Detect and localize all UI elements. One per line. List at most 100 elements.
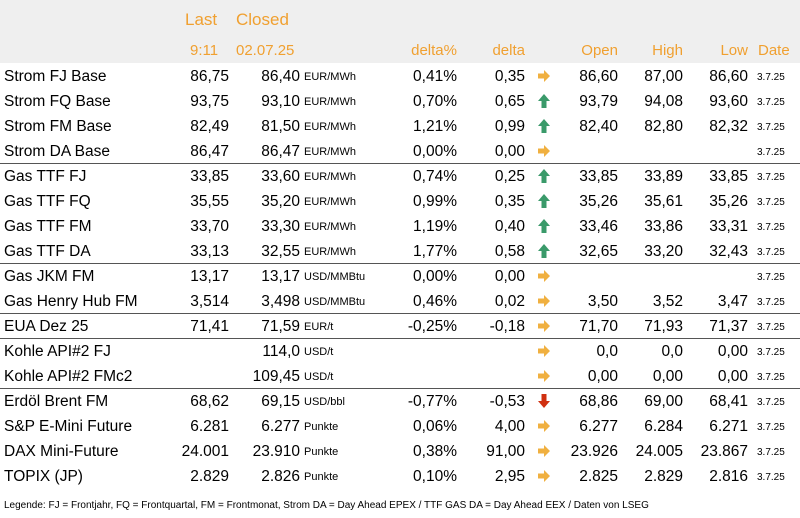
- row-name: Gas TTF FQ: [4, 193, 91, 210]
- row-delta-pct: 1,21%: [413, 118, 457, 135]
- row-delta-pct: 0,10%: [413, 468, 457, 485]
- table-row: Strom DA Base 86,47 86,47 EUR/MWh 0,00% 0,00 3…: [0, 139, 800, 164]
- row-last: 13,17: [190, 268, 229, 285]
- row-unit: USD/MMBtu: [304, 296, 366, 308]
- row-name: Erdöl Brent FM: [4, 393, 109, 410]
- row-high: 3,52: [652, 293, 683, 310]
- row-delta-pct: 0,99%: [413, 193, 457, 210]
- row-high: 69,00: [644, 393, 683, 410]
- table-row: EUA Dez 25 71,41 71,59 EUR/t -0,25% -0,18 71,7…: [0, 313, 800, 339]
- row-name: DAX Mini-Future: [4, 443, 119, 460]
- row-date: 3.7.25: [757, 422, 785, 433]
- row-delta: 0,58: [494, 243, 525, 260]
- row-open: 71,70: [579, 318, 618, 335]
- row-delta: 2,95: [494, 468, 525, 485]
- row-low: 35,26: [709, 193, 748, 210]
- row-closed: 3,498: [261, 293, 300, 310]
- row-date: 3.7.25: [757, 172, 785, 183]
- row-date: 3.7.25: [757, 447, 785, 458]
- row-closed: 86,47: [261, 143, 300, 160]
- row-name: Gas TTF FM: [4, 218, 92, 235]
- table-row: Gas TTF FJ 33,85 33,60 EUR/MWh 0,74% 0,25 33,8…: [0, 163, 800, 189]
- arrow-right-icon: [537, 368, 551, 384]
- row-unit: EUR/MWh: [304, 71, 356, 83]
- row-low: 2.816: [709, 468, 748, 485]
- arrow-up-icon: [537, 118, 551, 134]
- row-name: Kohle API#2 FJ: [4, 343, 111, 360]
- row-high: 33,86: [644, 218, 683, 235]
- row-low: 33,85: [709, 168, 748, 185]
- row-unit: Punkte: [304, 446, 339, 458]
- row-delta: 4,00: [494, 418, 525, 435]
- row-delta: -0,18: [489, 318, 525, 335]
- row-name: S&P E-Mini Future: [4, 418, 133, 435]
- row-delta-pct: 0,41%: [413, 68, 457, 85]
- row-low: 0,00: [717, 368, 748, 385]
- table-row: Gas JKM FM 13,17 13,17 USD/MMBtu 0,00% 0,00 3.…: [0, 263, 800, 289]
- row-delta-pct: 0,38%: [413, 443, 457, 460]
- row-high: 94,08: [644, 93, 683, 110]
- row-delta: 91,00: [486, 443, 525, 460]
- legend: Legende: FJ = Frontjahr, FQ = Frontquart…: [4, 500, 649, 511]
- header-closed: Closed: [236, 10, 289, 29]
- table-row: Gas TTF FM 33,70 33,30 EUR/MWh 1,19% 0,40 33,4…: [0, 214, 800, 239]
- row-delta: 0,65: [494, 93, 525, 110]
- row-last: 86,47: [190, 143, 229, 160]
- row-low: 3,47: [717, 293, 748, 310]
- table-row: Gas TTF DA 33,13 32,55 EUR/MWh 1,77% 0,58 32,6…: [0, 239, 800, 264]
- row-date: 3.7.25: [757, 72, 785, 83]
- row-date: 3.7.25: [757, 397, 785, 408]
- row-low: 33,31: [709, 218, 748, 235]
- row-last: 82,49: [190, 118, 229, 135]
- row-low: 32,43: [709, 243, 748, 260]
- row-unit: USD/bbl: [304, 396, 345, 408]
- row-unit: Punkte: [304, 471, 339, 483]
- row-date: 3.7.25: [757, 322, 785, 333]
- row-closed: 81,50: [261, 118, 300, 135]
- row-delta: 0,25: [494, 168, 525, 185]
- row-delta-pct: -0,77%: [407, 393, 457, 410]
- row-low: 93,60: [709, 93, 748, 110]
- row-name: TOPIX (JP): [4, 468, 83, 485]
- row-delta: 0,99: [494, 118, 525, 135]
- row-open: 68,86: [579, 393, 618, 410]
- row-last: 71,41: [190, 318, 229, 335]
- row-last: 33,13: [190, 243, 229, 260]
- row-delta-pct: 1,77%: [413, 243, 457, 260]
- arrow-up-icon: [537, 243, 551, 259]
- row-date: 3.7.25: [757, 347, 785, 358]
- row-last: 6.281: [190, 418, 229, 435]
- arrow-right-icon: [537, 318, 551, 334]
- row-delta-pct: 0,00%: [413, 143, 457, 160]
- row-name: Kohle API#2 FMc2: [4, 368, 133, 385]
- row-delta: -0,53: [489, 393, 525, 410]
- row-low: 68,41: [709, 393, 748, 410]
- arrow-right-icon: [537, 343, 551, 359]
- row-name: Gas TTF DA: [4, 243, 91, 260]
- row-delta-pct: 0,74%: [413, 168, 457, 185]
- arrow-right-icon: [537, 418, 551, 434]
- row-delta: 0,40: [494, 218, 525, 235]
- header-delta: delta: [492, 42, 525, 59]
- row-open: 93,79: [579, 93, 618, 110]
- arrow-right-icon: [537, 268, 551, 284]
- row-closed: 2.826: [261, 468, 300, 485]
- row-last: 3,514: [190, 293, 229, 310]
- table-row: Strom FJ Base 86,75 86,40 EUR/MWh 0,41% 0,35 8…: [0, 64, 800, 89]
- row-delta: 0,02: [494, 293, 525, 310]
- row-delta-pct: 0,06%: [413, 418, 457, 435]
- row-date: 3.7.25: [757, 222, 785, 233]
- row-delta-pct: 0,46%: [413, 293, 457, 310]
- table-row: Gas Henry Hub FM 3,514 3,498 USD/MMBtu 0,46%…: [0, 289, 800, 314]
- row-name: Strom FQ Base: [4, 93, 111, 110]
- arrow-right-icon: [537, 468, 551, 484]
- row-delta-pct: 0,70%: [413, 93, 457, 110]
- arrow-right-icon: [537, 143, 551, 159]
- row-open: 2.825: [579, 468, 618, 485]
- row-name: Gas Henry Hub FM: [4, 293, 138, 310]
- row-high: 87,00: [644, 68, 683, 85]
- row-name: Gas JKM FM: [4, 268, 95, 285]
- row-unit: USD/MMBtu: [304, 271, 366, 283]
- arrow-up-icon: [537, 168, 551, 184]
